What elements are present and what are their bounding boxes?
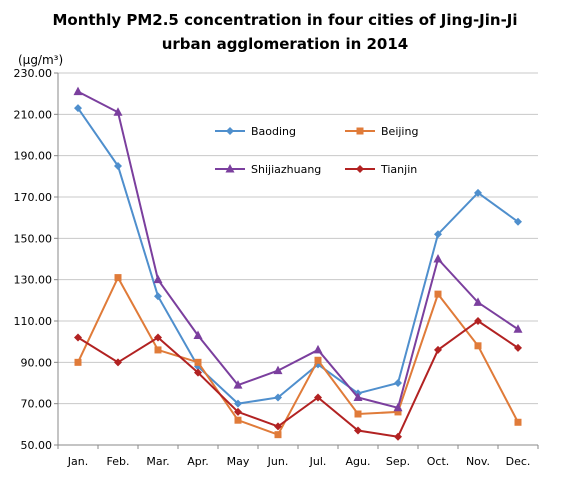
legend-item-tianjin: Tianjin <box>345 163 417 176</box>
y-tick-label: 50.00 <box>21 439 53 452</box>
data-point-shijiazhuang <box>73 86 83 96</box>
data-point-beijing <box>74 358 82 366</box>
series-layer <box>73 86 523 441</box>
data-point-tianjin <box>474 317 482 325</box>
x-tick-label: Agu. <box>346 455 371 468</box>
data-point-shijiazhuang <box>393 402 403 412</box>
data-point-shijiazhuang <box>233 380 243 389</box>
y-tick-label: 70.00 <box>21 398 53 411</box>
legend: Baoding Beijing Shijiazhuang Tianjin <box>215 125 418 176</box>
legend-label: Beijing <box>381 125 418 138</box>
data-point-shijiazhuang <box>473 297 483 306</box>
data-point-beijing <box>434 290 442 298</box>
data-point-shijiazhuang <box>153 274 163 284</box>
data-point-beijing <box>314 356 322 364</box>
data-point-beijing <box>274 431 282 439</box>
y-tick-label: 230.00 <box>14 67 53 80</box>
chart-title-line-1: Monthly PM2.5 concentration in four citi… <box>52 11 517 29</box>
legend-label: Tianjin <box>380 163 417 176</box>
series-tianjin <box>74 317 522 441</box>
data-point-shijiazhuang <box>513 324 523 333</box>
legend-item-baoding: Baoding <box>215 125 296 138</box>
data-point-baoding <box>514 217 522 226</box>
y-tick-label: 150.00 <box>14 232 53 245</box>
data-point-shijiazhuang <box>193 330 203 339</box>
x-tick-label: May <box>227 455 250 468</box>
data-point-baoding <box>234 399 242 408</box>
axis-layer: 50.00 70.00 90.00 110.00 130.00 150.00 170.00 1… <box>14 67 539 468</box>
data-point-baoding <box>74 104 82 113</box>
x-tick-label: Jun. <box>267 455 289 468</box>
data-point-beijing <box>154 346 162 354</box>
data-point-tianjin <box>154 333 162 342</box>
data-point-tianjin <box>74 333 82 342</box>
legend-item-beijing: Beijing <box>345 125 418 138</box>
x-tick-label: Dec. <box>506 455 531 468</box>
x-tick-label: Feb. <box>107 455 130 468</box>
data-point-shijiazhuang <box>353 392 363 401</box>
legend-label: Shijiazhuang <box>251 163 321 176</box>
data-point-beijing <box>474 342 482 350</box>
data-point-tianjin <box>434 345 442 354</box>
data-point-baoding <box>434 230 442 239</box>
data-point-tianjin <box>114 358 122 367</box>
chart-title-line-2: urban agglomeration in 2014 <box>162 35 409 53</box>
data-point-baoding <box>274 393 282 402</box>
data-point-tianjin <box>514 343 522 352</box>
data-point-baoding <box>394 379 402 387</box>
data-point-tianjin <box>234 407 242 416</box>
y-tick-label: 170.00 <box>14 191 53 204</box>
x-tick-label: Apr. <box>187 455 209 468</box>
legend-swatch-marker <box>356 165 364 173</box>
y-axis-unit-label: (μg/m³) <box>18 53 63 67</box>
legend-swatch-marker <box>226 127 234 135</box>
data-point-baoding <box>114 162 122 170</box>
data-point-shijiazhuang <box>433 254 443 263</box>
data-point-shijiazhuang <box>273 365 283 375</box>
data-point-baoding <box>154 292 162 301</box>
data-point-shijiazhuang <box>113 107 123 116</box>
series-beijing <box>74 274 522 439</box>
y-tick-label: 90.00 <box>21 356 53 369</box>
y-tick-label: 130.00 <box>14 274 53 287</box>
data-point-beijing <box>514 418 522 426</box>
series-line-beijing <box>77 275 519 436</box>
data-point-beijing <box>234 416 242 424</box>
data-point-tianjin <box>274 422 282 431</box>
data-point-beijing <box>354 410 362 418</box>
x-tick-label: Jan. <box>67 455 88 468</box>
data-point-beijing <box>394 408 402 416</box>
series-line-shijiazhuang <box>77 90 519 410</box>
x-tick-label: Sep. <box>386 455 410 468</box>
legend-swatch-marker <box>356 127 364 135</box>
y-tick-label: 110.00 <box>14 315 53 328</box>
data-point-baoding <box>474 188 482 197</box>
data-point-tianjin <box>394 432 402 441</box>
data-point-tianjin <box>314 393 322 402</box>
x-tick-label: Jul. <box>309 455 327 468</box>
y-tick-label: 190.00 <box>14 150 53 163</box>
data-point-beijing <box>114 274 122 282</box>
data-point-beijing <box>194 358 202 366</box>
series-line-tianjin <box>77 319 519 438</box>
legend-swatch-marker <box>225 164 235 173</box>
legend-item-shijiazhuang: Shijiazhuang <box>215 163 321 176</box>
x-tick-label: Oct. <box>427 455 450 468</box>
series-shijiazhuang <box>73 86 523 412</box>
x-tick-label: Mar. <box>146 455 169 468</box>
data-point-tianjin <box>354 426 362 435</box>
series-line-baoding <box>77 107 519 405</box>
y-tick-label: 210.00 <box>14 108 53 121</box>
legend-label: Baoding <box>251 125 296 138</box>
data-point-shijiazhuang <box>313 344 323 354</box>
x-tick-label: Nov. <box>466 455 490 468</box>
data-point-tianjin <box>194 368 202 377</box>
